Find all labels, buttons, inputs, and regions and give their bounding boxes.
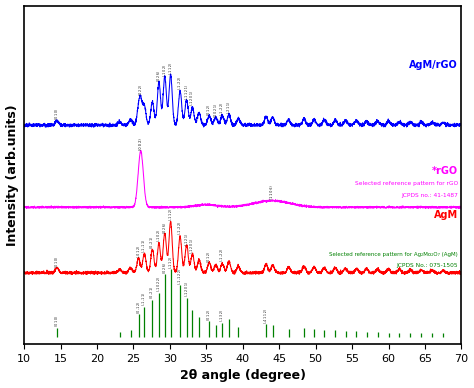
Text: (-1 1 2 1): (-1 1 2 1) [185, 85, 189, 99]
Text: (0 1 0): (0 1 0) [55, 257, 59, 267]
Text: (0 2 6): (0 2 6) [157, 71, 161, 81]
Text: (0 -2 1): (0 -2 1) [150, 287, 155, 298]
Text: (-1 2 0 1): (-1 2 0 1) [185, 282, 189, 296]
Text: (0 -2 1): (0 -2 1) [150, 237, 155, 248]
Text: (-1 0 2): (-1 0 2) [163, 65, 167, 76]
Text: (-1 2 0 1): (-1 2 0 1) [191, 239, 194, 253]
Text: (-1 0 2 2): (-1 0 2 2) [157, 277, 161, 291]
Text: JCPDS No.: 075-1505: JCPDS No.: 075-1505 [396, 263, 458, 268]
Text: (-1 1 2): (-1 1 2) [169, 63, 173, 74]
Text: (-0 1 2): (-0 1 2) [137, 246, 140, 256]
Text: (-1 2 1): (-1 2 1) [185, 234, 189, 245]
Text: (-1 2 0 1): (-1 2 0 1) [191, 91, 194, 105]
Text: (-1 -1 1): (-1 -1 1) [142, 240, 146, 252]
Text: (-1 0 2): (-1 0 2) [157, 230, 161, 241]
Text: (-1 -2 2): (-1 -2 2) [178, 76, 182, 89]
Text: (-4 1 1 2): (-4 1 1 2) [264, 308, 268, 322]
Text: AgM/rGO: AgM/rGO [409, 60, 458, 70]
Text: (0 2 6): (0 2 6) [163, 223, 167, 233]
Text: (-1 1 2): (-1 1 2) [169, 209, 173, 220]
Text: (0 2 6): (0 2 6) [163, 262, 167, 273]
Text: JCPDS no.: 41-1487: JCPDS no.: 41-1487 [401, 193, 458, 197]
Text: (0 0 2 1): (0 0 2 1) [214, 104, 218, 117]
Text: (0 2 2): (0 2 2) [139, 85, 143, 95]
Text: (-2 1 1): (-2 1 1) [227, 102, 231, 113]
Y-axis label: Intensity (arb.units): Intensity (arb.units) [6, 104, 18, 246]
Text: (-1 3 2): (-1 3 2) [220, 310, 224, 321]
Text: (-1 -2 2): (-1 -2 2) [178, 222, 182, 234]
X-axis label: 2θ angle (degree): 2θ angle (degree) [180, 369, 306, 383]
Text: *rGO: *rGO [432, 166, 458, 177]
Text: (-1 -2 2): (-1 -2 2) [220, 249, 224, 262]
Text: (0 -1 2): (0 -1 2) [137, 301, 140, 312]
Text: (0 1 0): (0 1 0) [55, 316, 59, 326]
Text: (0 1 2): (0 1 2) [207, 105, 211, 115]
Text: (0 1 2): (0 1 2) [207, 252, 211, 262]
Text: (0 0 2): (0 0 2) [139, 139, 143, 150]
Text: (-1 1 2): (-1 1 2) [169, 256, 173, 268]
Text: (-1 -1 2 2): (-1 -1 2 2) [178, 269, 182, 284]
Text: Selected reference pattern for Ag₂Mo₂O₇ (AgM): Selected reference pattern for Ag₂Mo₂O₇ … [329, 252, 458, 257]
Text: (0 1 0): (0 1 0) [55, 109, 59, 119]
Text: (-1 -1 1): (-1 -1 1) [142, 293, 146, 305]
Text: AgM: AgM [434, 210, 458, 220]
Text: (0 1 2): (0 1 2) [207, 310, 211, 320]
Text: Selected reference pattern for rGO: Selected reference pattern for rGO [355, 181, 458, 186]
Text: (-1 -2 2): (-1 -2 2) [220, 103, 224, 115]
Text: (1 1 0 6): (1 1 0 6) [270, 185, 274, 199]
